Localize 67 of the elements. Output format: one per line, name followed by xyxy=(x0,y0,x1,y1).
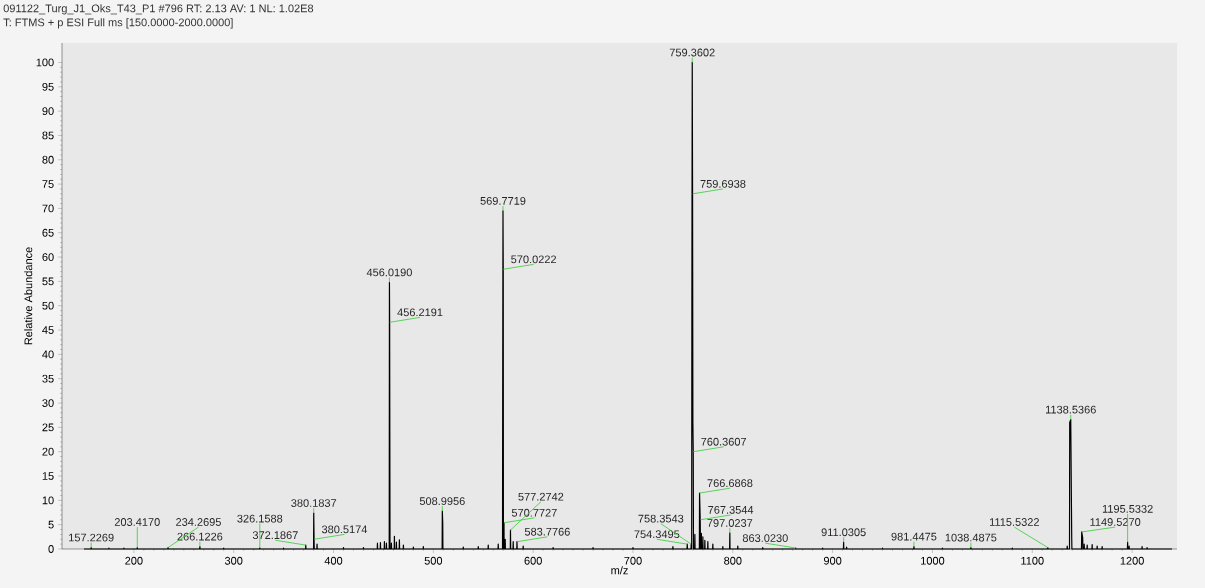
annotation: 570.0222 xyxy=(511,255,557,264)
annotation: 797.0237 xyxy=(707,519,753,527)
annotation: 157.2269 xyxy=(69,533,114,542)
y-tick-label: 95 xyxy=(42,82,54,91)
annotation: 577.2742 xyxy=(518,492,564,501)
chart-title: 091122_Turg_J1_Oks_T43_P1 #796 RT: 2.13 AV: 1 NL: 1.02E8 xyxy=(3,4,314,15)
y-tick-label: 35 xyxy=(42,374,54,383)
x-tick-label: 500 xyxy=(424,556,443,565)
annotation: 1115.5322 xyxy=(989,518,1039,526)
y-tick-label: 100 xyxy=(36,58,54,67)
annotation: 326.1588 xyxy=(237,514,283,523)
y-tick-label: 65 xyxy=(42,228,54,237)
y-tick-label: 30 xyxy=(42,399,54,407)
annotation: 380.5174 xyxy=(321,525,368,534)
annotation: 372.1867 xyxy=(252,531,298,540)
x-tick-label: 1000 xyxy=(921,556,945,565)
annotation: 456.2191 xyxy=(397,308,443,317)
y-tick-label: 50 xyxy=(42,301,54,310)
annotation: 911.0305 xyxy=(821,528,866,537)
annotation: 754.3495 xyxy=(634,530,680,539)
annotation: 981.4475 xyxy=(891,532,937,541)
annotation: 456.0190 xyxy=(366,268,412,277)
annotation: 1138.5366 xyxy=(1045,405,1096,414)
annotation: 759.6938 xyxy=(700,179,746,188)
y-tick-label: 70 xyxy=(42,204,54,213)
y-tick-label: 40 xyxy=(42,350,54,359)
x-tick-label: 900 xyxy=(823,556,842,565)
x-tick-label: 400 xyxy=(324,556,343,565)
y-tick-label: 90 xyxy=(42,107,54,116)
x-tick-label: 600 xyxy=(524,556,542,565)
annotation: 863.0230 xyxy=(742,534,788,542)
annotation: 1038.4875 xyxy=(945,533,997,542)
annotation: 266.1226 xyxy=(177,532,223,541)
y-tick-label: 55 xyxy=(42,277,54,286)
annotation: 380.1837 xyxy=(291,499,337,507)
annotation: 760.3607 xyxy=(701,437,747,446)
annotation: 203.4170 xyxy=(114,518,160,526)
x-tick-label: 1200 xyxy=(1120,556,1144,565)
y-tick-label: 80 xyxy=(42,155,54,164)
annotation: 759.3602 xyxy=(669,48,715,57)
annotation: 583.7766 xyxy=(524,527,570,536)
y-tick-label: 15 xyxy=(42,472,54,480)
y-tick-label: 5 xyxy=(48,520,54,529)
y-tick-label: 60 xyxy=(42,253,54,261)
annotation: 1195.5332 xyxy=(1102,504,1153,513)
chart-subtitle: T: FTMS + p ESI Full ms [150.0000-2000.0000] xyxy=(3,18,233,29)
y-tick-label: 85 xyxy=(42,131,54,140)
annotation: 766.6868 xyxy=(707,479,753,487)
annotation: 508.9956 xyxy=(419,497,465,505)
y-tick-label: 20 xyxy=(42,447,54,456)
annotation: 569.7719 xyxy=(480,196,526,205)
annotation: 234.2695 xyxy=(176,518,221,526)
x-tick-label: 200 xyxy=(125,556,143,565)
y-tick-label: 25 xyxy=(42,423,54,432)
annotation: 570.7727 xyxy=(511,508,557,517)
annotation: 758.3543 xyxy=(638,514,684,523)
y-axis-title: Relative Abundance xyxy=(24,247,33,345)
x-axis-title: m/z xyxy=(611,566,628,575)
y-tick-label: 10 xyxy=(42,496,54,505)
annotation: 767.3544 xyxy=(708,505,754,514)
y-tick-label: 0 xyxy=(48,545,54,553)
x-tick-label: 800 xyxy=(724,556,742,565)
y-tick-label: 75 xyxy=(42,180,54,188)
x-tick-label: 300 xyxy=(224,556,243,565)
y-tick-label: 45 xyxy=(42,326,54,334)
x-tick-label: 700 xyxy=(624,556,642,565)
x-tick-label: 1100 xyxy=(1021,556,1044,565)
